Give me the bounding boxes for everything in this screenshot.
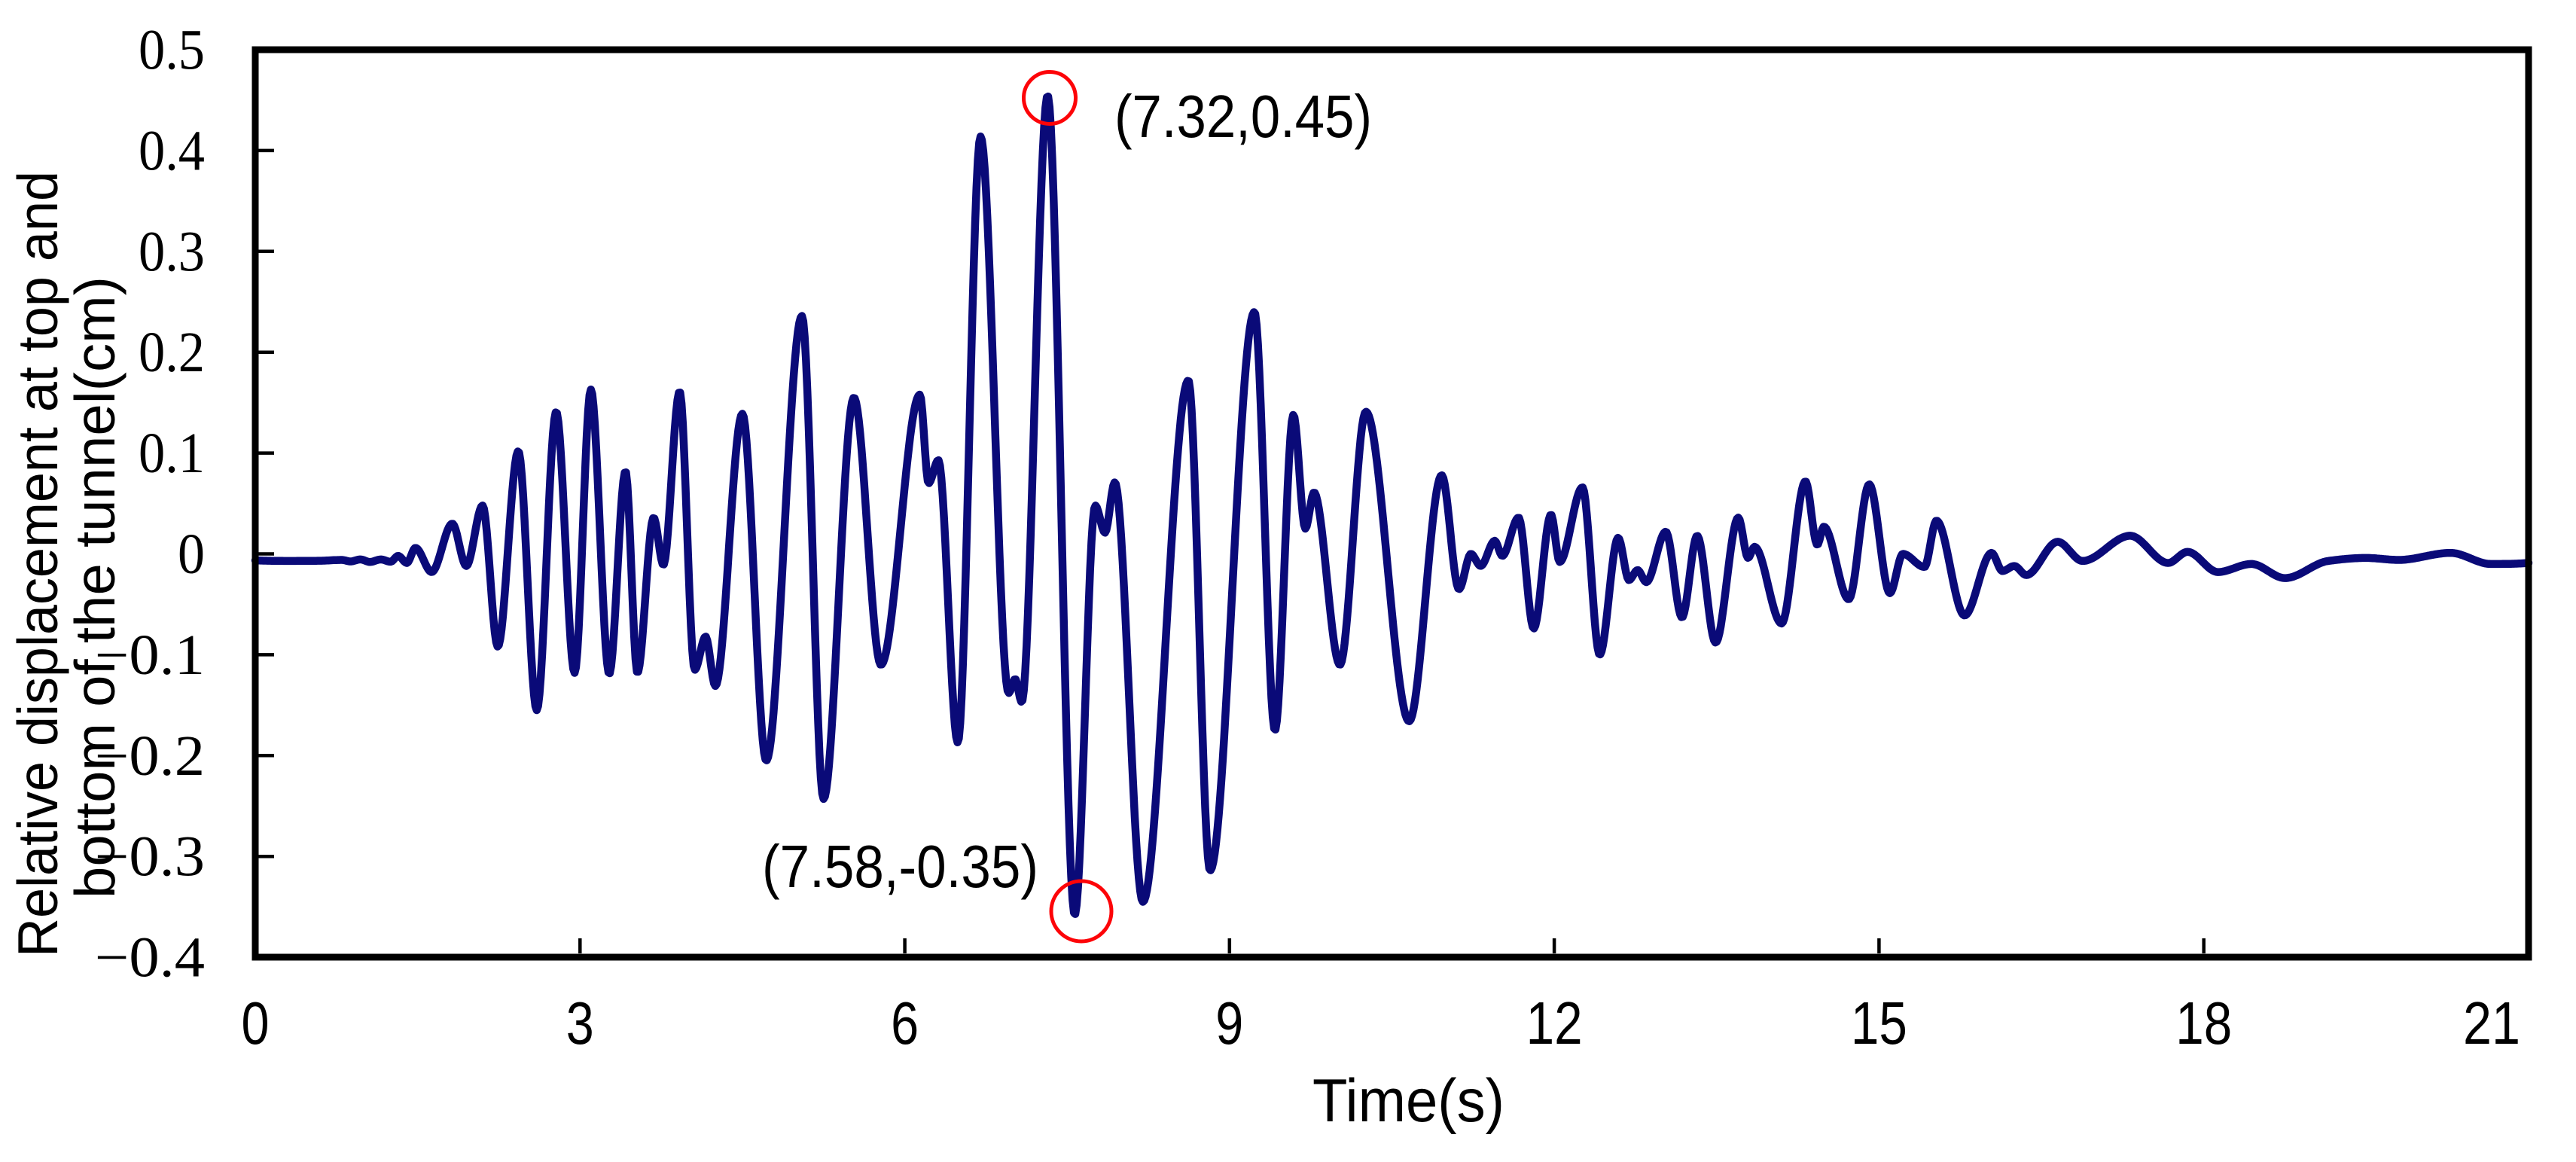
svg-text:0.3: 0.3 (139, 220, 205, 283)
svg-text:−0.3: −0.3 (95, 825, 205, 889)
svg-text:15: 15 (1851, 990, 1907, 1057)
svg-text:0.5: 0.5 (139, 19, 205, 82)
svg-text:0: 0 (178, 523, 205, 586)
svg-text:0: 0 (242, 990, 270, 1057)
svg-text:3: 3 (566, 990, 594, 1057)
svg-text:−0.2: −0.2 (95, 724, 205, 788)
svg-text:12: 12 (1526, 990, 1583, 1057)
svg-text:0.4: 0.4 (139, 119, 205, 182)
svg-text:(7.58,-0.35): (7.58,-0.35) (762, 833, 1038, 900)
svg-text:−0.1: −0.1 (95, 624, 205, 687)
svg-text:18: 18 (2175, 990, 2232, 1057)
svg-text:6: 6 (891, 990, 919, 1057)
svg-text:−0.4: −0.4 (95, 926, 205, 990)
svg-text:21: 21 (2463, 990, 2520, 1057)
svg-text:Relative displacement at top a: Relative displacement at top and (6, 171, 69, 957)
svg-text:0.2: 0.2 (139, 321, 205, 384)
svg-text:9: 9 (1215, 990, 1243, 1057)
svg-text:bottom of the tunnel(cm): bottom of the tunnel(cm) (63, 276, 127, 898)
svg-text:Time(s): Time(s) (1312, 1067, 1504, 1135)
svg-text:0.1: 0.1 (139, 422, 205, 485)
svg-text:(7.32,0.45): (7.32,0.45) (1114, 83, 1372, 150)
